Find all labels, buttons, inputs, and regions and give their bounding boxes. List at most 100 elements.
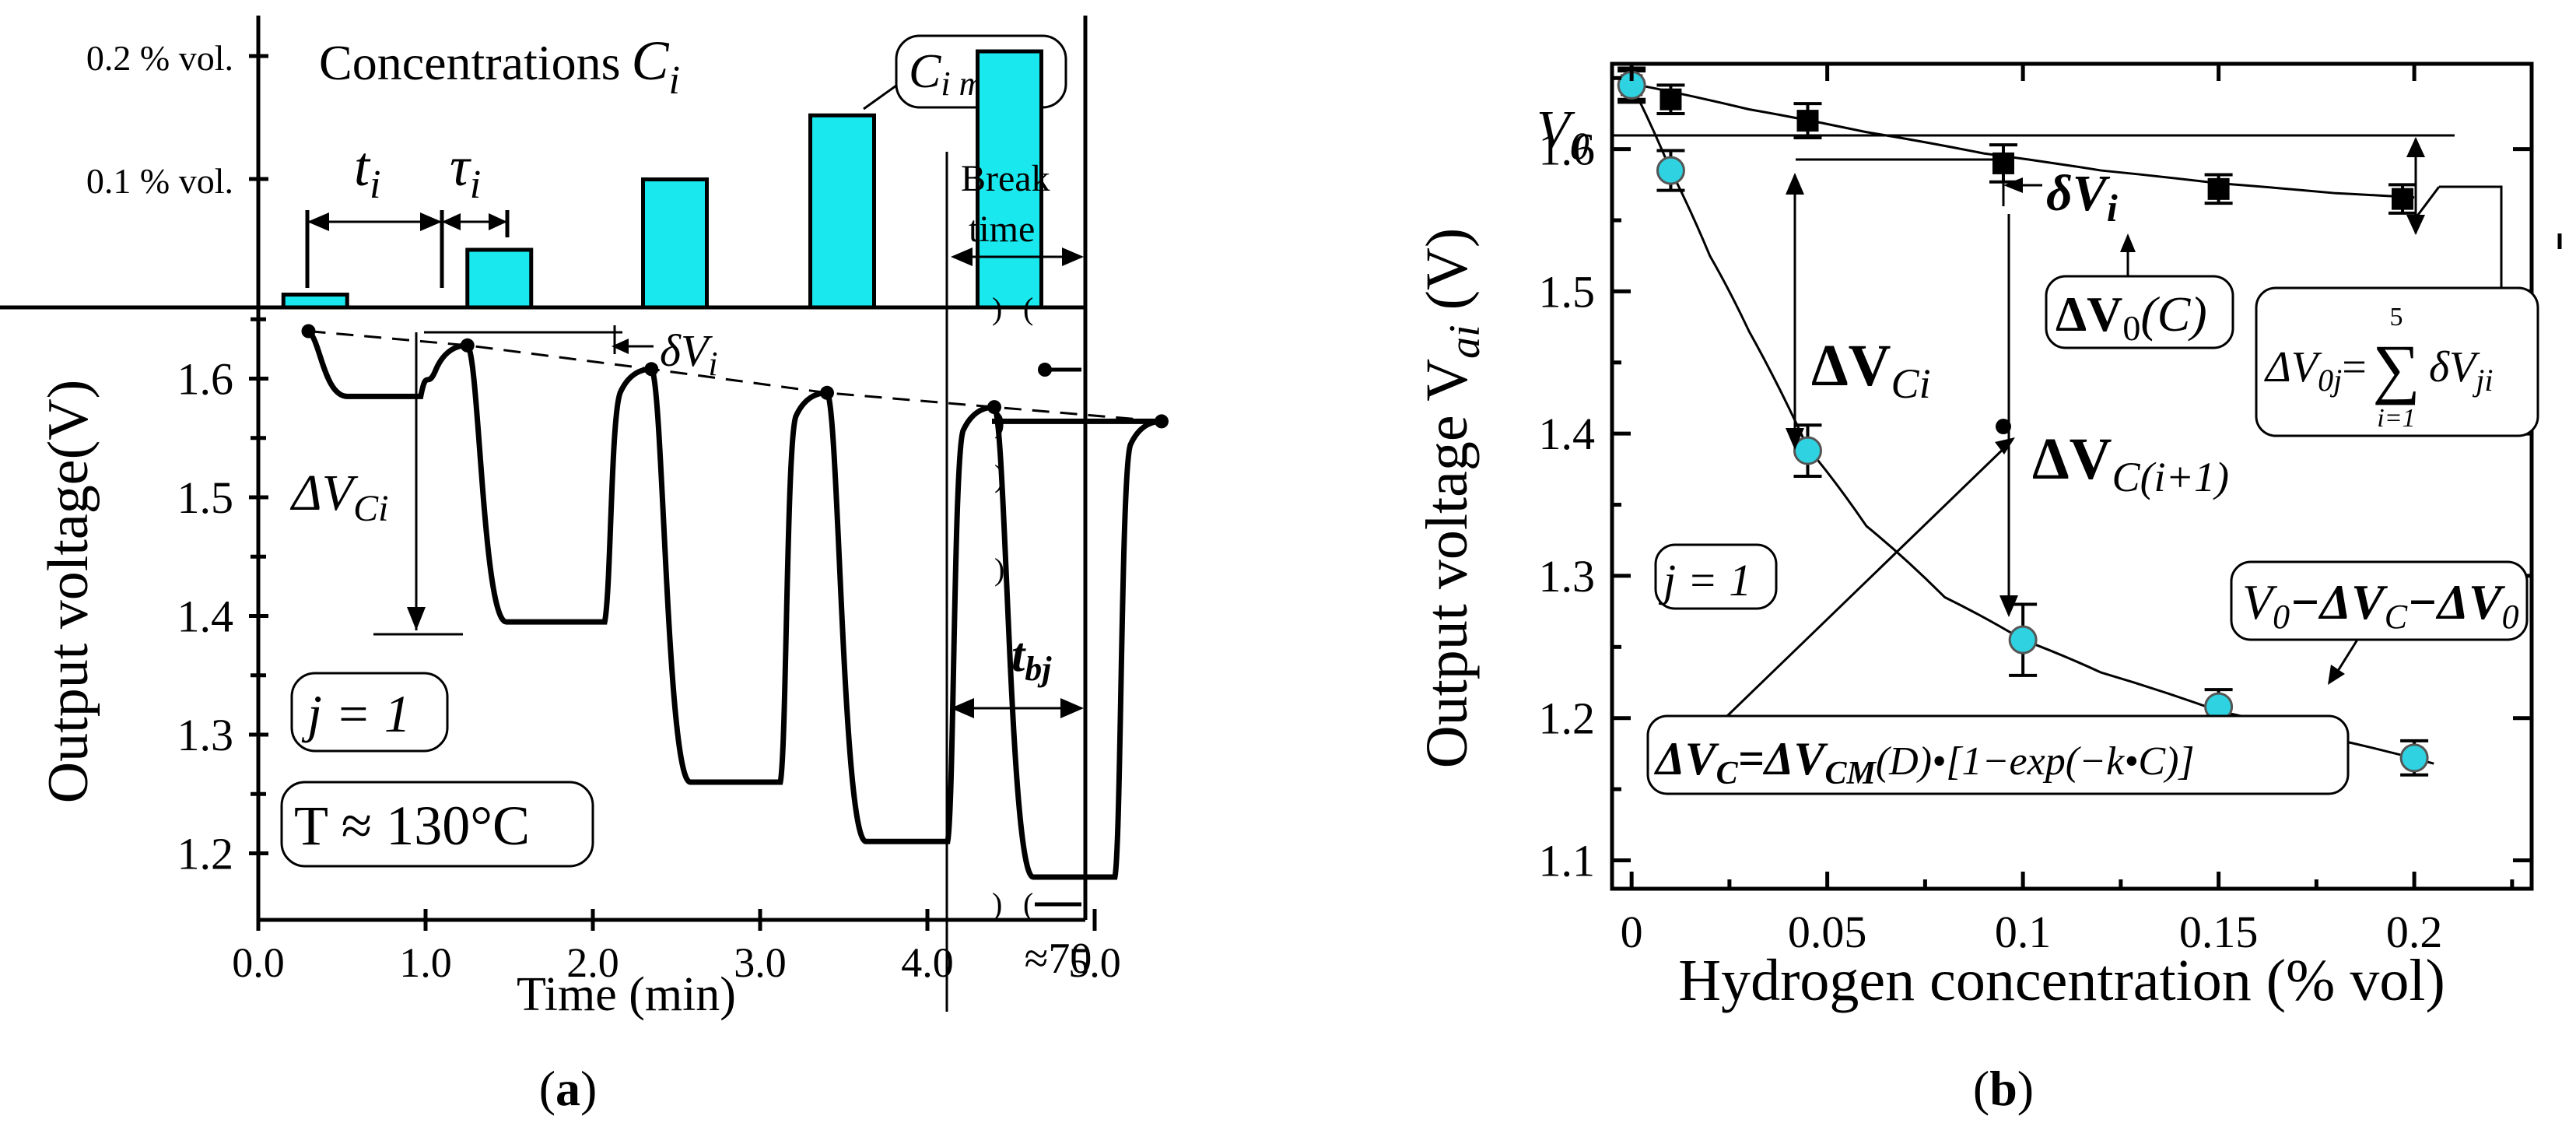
panel-a-x-tick-label: 0.0 [232,939,285,986]
break-mark: ( [1023,291,1033,326]
formula-box [1646,714,2350,795]
panel-a-x-tick-label: 1.0 [399,939,452,986]
delta-vci-arrowhead [407,607,426,630]
response-curve [824,390,995,844]
sum-symbol: ∑ [2372,331,2420,405]
delta-v0c-arrowhead [2120,233,2136,252]
formula-leader-head [1995,437,2015,454]
cimax-leader [863,84,897,111]
panel-a-x-tick-label: 4.0 [901,939,954,986]
panel-a-j-box [290,672,449,753]
response-curve [991,405,1162,880]
panel-a-y-tick-label: 1.2 [177,829,234,879]
concentration-bar [465,247,534,310]
panel-a-traces [301,324,1169,880]
panel-b-y-tick-label: 1.2 [1539,693,1596,744]
panel-b-x-tick-label: 0.2 [2386,907,2443,957]
concentration-bar [976,49,1043,310]
response-label: V0−ΔVC−ΔV0 [2242,574,2519,636]
panel-b-y-tick-label: 1.3 [1539,551,1596,602]
response-label-box [2230,560,2529,641]
baseline-data-point [1660,88,1682,111]
panel-a-top-tick-label: 0.2 % vol. [86,38,233,78]
baseline-data-point [2207,177,2230,200]
panel-a-x-tick-label: 5.0 [1068,939,1121,986]
b-delta-vci1-label: ΔVC(i+1) [2032,426,2229,500]
baseline-point [987,400,1001,415]
response-curve [307,328,468,399]
panel-a: 0.2 % vol. 0.1 % vol. Concentrations Ci C… [0,16,1169,1116]
formula-leader [1726,442,2010,718]
baseline-fit-curve [1631,82,2415,199]
panel-a-caption: (a) [539,1061,598,1116]
baseline-drift-line [308,330,1162,423]
panel-a-x-tick-label: 2.0 [566,939,619,986]
t-i-label: ti [354,135,380,207]
response-data-point [2008,625,2038,654]
panel-a-extra-tick: ≈70 [1025,935,1092,983]
panel-a-j-label: j = 1 [301,684,411,743]
panel-a-y-tick-label: 1.3 [177,710,234,760]
break-mark: ) [992,886,1002,921]
baseline-point [644,362,659,377]
t-bj-label: tbj [1011,629,1052,688]
panel-a-y-tick-label: 1.6 [177,354,234,405]
panel-a-ticks: 0.0 1.0 2.0 3.0 4.0 5.0 1.6 1.5 1.4 1.3 1.2 [177,317,1121,986]
response-data-point [1656,156,1685,185]
panel-b-caption: (b) [1973,1061,2034,1116]
panel-b-ticks: 0 0.05 0.1 0.15 0.2 1.6 1.5 1.4 1.3 1.2 1.1 [1539,64,2532,957]
panel-b: V0 0 0.05 0.1 0.15 0.2 1.6 1.5 1.4 1.3 1.2 1.1 δVi… [1414,61,2562,1116]
panel-a-title: Concentrations Ci [319,30,680,103]
panel-b-j-label: j = 1 [1658,555,1751,605]
baseline-data-point [1796,110,1819,132]
delta-v-arrowhead [612,339,629,354]
concentration-bar [808,113,876,310]
delta-v-label: δVi [660,325,718,383]
sum-bottom: i=1 [2377,404,2415,433]
panel-b-y-label: Output voltage Vai (V) [1414,228,1489,768]
baseline-point [820,385,834,400]
panel-b-x-tick-label: 0.1 [1995,907,2052,957]
sum-term: δVji [2429,343,2493,398]
panel-b-frame [1610,61,2534,891]
panel-b-x-tick-label: 0 [1621,907,1643,957]
panel-a-x-tick-label: 3.0 [734,939,787,986]
b-delta-vci1-head [1999,595,2018,617]
response-curve [464,342,652,625]
baseline-point [301,324,316,339]
response-data-point [2399,743,2429,773]
panel-a-y-tick-label: 1.4 [177,591,234,642]
temperature-label: T ≈ 130°C [294,795,530,857]
response-leader-head [2328,665,2345,685]
baseline-data-point [2392,188,2414,210]
break-mark: ( [1023,886,1033,921]
panel-b-j-box [1654,543,1778,610]
break-mark: ) [992,291,1002,326]
concentration-bar [641,177,709,310]
baseline-point [460,338,475,353]
temperature-box [280,781,594,868]
sum-top: 5 [2390,303,2403,332]
panel-a-y-label: Output voltage(V) [37,380,100,804]
v0-label: V0 [1537,100,1589,167]
b-delta-vci-label: ΔVCi [1811,333,1931,407]
panel-b-y-tick-label: 1.1 [1539,835,1596,886]
panel-b-y-tick-label: 1.5 [1539,266,1596,317]
panel-b-y-tick-label: 1.4 [1539,409,1596,459]
panel-a-bars [281,49,1043,310]
intermediate-point [1995,419,2011,435]
sum-box [2255,286,2539,437]
break-time-label-2: time [969,209,1035,250]
break-mark: ) [994,552,1004,587]
response-data-point [1793,436,1822,465]
panel-b-x-tick-label: 0.15 [2179,907,2259,957]
b-delta-v-label: δVi [2046,165,2118,230]
tau-i-label: τi [450,135,481,207]
panel-b-x-tick-label: 0.05 [1788,907,1867,957]
delta-vci-label: ΔVCi [289,465,388,529]
sum-leader-arrow [2414,186,2441,219]
delta-v0c-box [2045,275,2234,349]
break-time-label-1: Break [961,158,1050,199]
response-curve [649,367,828,785]
